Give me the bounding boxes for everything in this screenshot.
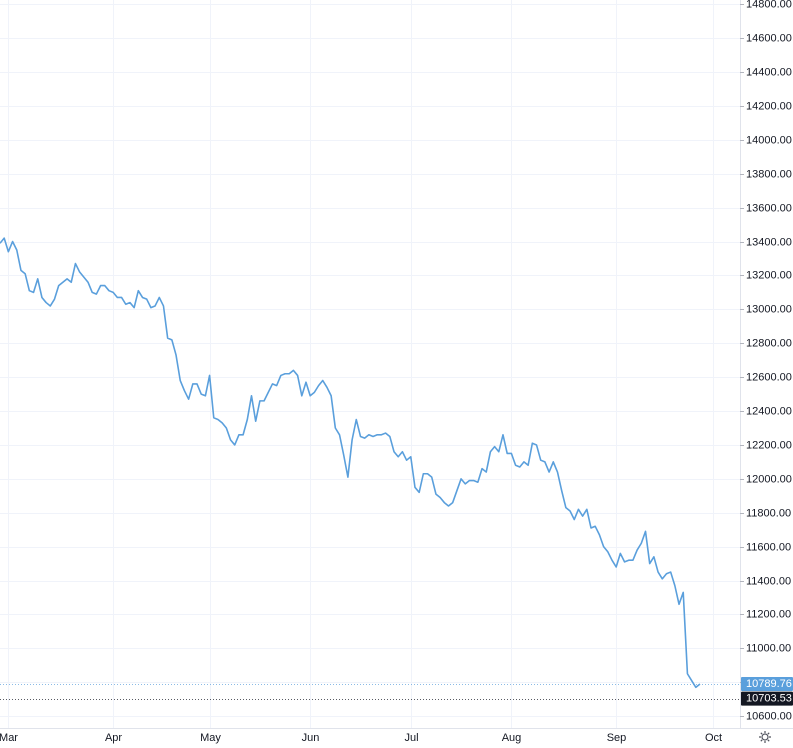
y-tick-label: 13800.00 xyxy=(746,168,792,180)
grid xyxy=(0,0,740,728)
settings-icon-spokes[interactable] xyxy=(759,731,771,743)
y-tick-label: 12400.00 xyxy=(746,405,792,417)
x-tick-label: Jul xyxy=(404,732,418,744)
price-label: 10789.76 xyxy=(746,678,792,690)
settings-icon-core[interactable] xyxy=(761,733,769,741)
y-tick-label: 12600.00 xyxy=(746,371,792,383)
y-tick-label: 14800.00 xyxy=(746,0,792,10)
y-tick-label: 11200.00 xyxy=(746,608,791,620)
x-tick-label: Aug xyxy=(502,732,522,744)
y-tick-label: 14400.00 xyxy=(746,66,792,78)
price-label: 10703.53 xyxy=(746,692,792,704)
y-tick-label: 12800.00 xyxy=(746,337,792,349)
price-label-box xyxy=(741,676,793,691)
y-tick-label: 14200.00 xyxy=(746,100,792,112)
price-label-box xyxy=(741,691,793,706)
y-tick-label: 11800.00 xyxy=(746,507,791,519)
y-tick-label: 12200.00 xyxy=(746,439,792,451)
x-tick-label: Jun xyxy=(302,732,320,744)
x-tick-label: Sep xyxy=(607,732,627,744)
y-tick-label: 13600.00 xyxy=(746,202,792,214)
y-tick-label: 13000.00 xyxy=(746,303,792,315)
y-tick-label: 14600.00 xyxy=(746,32,792,44)
x-tick-label: Apr xyxy=(105,732,122,744)
y-tick-label: 13400.00 xyxy=(746,236,792,248)
y-tick-label: 11600.00 xyxy=(746,541,791,553)
y-tick-label: 11400.00 xyxy=(746,575,791,587)
y-tick-label: 11000.00 xyxy=(746,642,791,654)
x-tick-label: May xyxy=(200,732,221,744)
price-line-series xyxy=(0,237,701,689)
x-tick-label: Oct xyxy=(705,732,722,744)
y-tick-label: 14000.00 xyxy=(746,134,792,146)
y-tick-label: 13200.00 xyxy=(746,269,792,281)
y-tick-label: 12000.00 xyxy=(746,473,792,485)
settings-icon[interactable] xyxy=(759,731,771,743)
y-tick-label: 10600.00 xyxy=(746,710,792,722)
x-tick-label: Mar xyxy=(0,732,18,744)
